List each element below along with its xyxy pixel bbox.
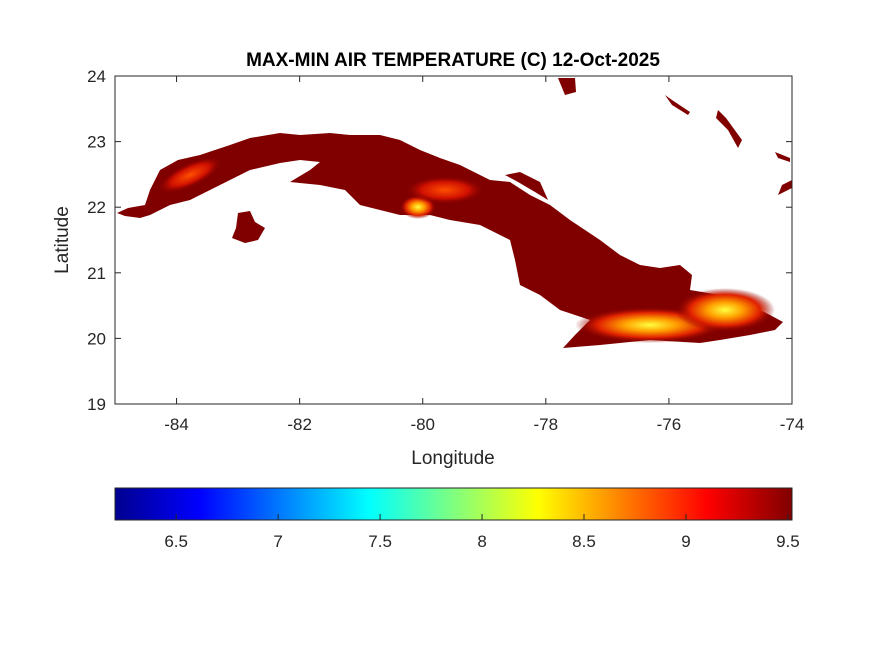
colorbar-tick-label: 8.5 — [572, 532, 596, 551]
colorbar-tick-label: 7 — [273, 532, 282, 551]
hotspot-organos — [157, 156, 223, 194]
colorbar-tick-label: 8 — [477, 532, 486, 551]
colorbar-tick-label: 6.5 — [164, 532, 188, 551]
y-axis: 19 20 21 22 23 24 — [87, 67, 792, 414]
land-bahamas-4 — [778, 180, 792, 195]
hotspot-escambray-2 — [405, 176, 485, 204]
land-bahamas-3 — [775, 152, 790, 162]
x-tick-label: -74 — [780, 415, 805, 434]
land-cuba — [117, 133, 783, 348]
y-tick-label: 23 — [87, 133, 106, 152]
land-bahamas-2 — [716, 110, 742, 148]
land-cayo-north — [505, 172, 548, 200]
y-tick-label: 19 — [87, 395, 106, 414]
colorbar-tick-label: 9 — [681, 532, 690, 551]
colorbar-tick-label: 7.5 — [368, 532, 392, 551]
axes-box — [114, 75, 793, 405]
x-tick-label: -76 — [657, 415, 682, 434]
x-tick-label: -82 — [287, 415, 312, 434]
y-tick-label: 24 — [87, 67, 106, 86]
x-axis: -84 -82 -80 -78 -76 -74 — [164, 76, 804, 434]
x-axis-label: Longitude — [411, 448, 494, 469]
colorbar-ticks: 6.5 7 7.5 8 8.5 9 9.5 — [164, 514, 800, 551]
y-tick-label: 21 — [87, 264, 106, 283]
map-area — [117, 78, 792, 348]
land-bahamas-1 — [558, 78, 576, 95]
y-tick-label: 22 — [87, 198, 106, 217]
colorbar-tick-label: 9.5 — [776, 532, 800, 551]
land-isla-juventud — [232, 211, 265, 243]
y-axis-label: Latitude — [52, 206, 73, 274]
x-tick-label: -80 — [410, 415, 435, 434]
hotspot-nipe-baracoa — [675, 288, 775, 332]
y-tick-label: 20 — [87, 329, 106, 348]
x-tick-label: -84 — [164, 415, 189, 434]
land-bahamas-5 — [665, 95, 690, 115]
x-tick-label: -78 — [534, 415, 559, 434]
chart-title: MAX-MIN AIR TEMPERATURE (C) 12-Oct-2025 — [246, 50, 660, 71]
colorbar — [114, 487, 793, 521]
